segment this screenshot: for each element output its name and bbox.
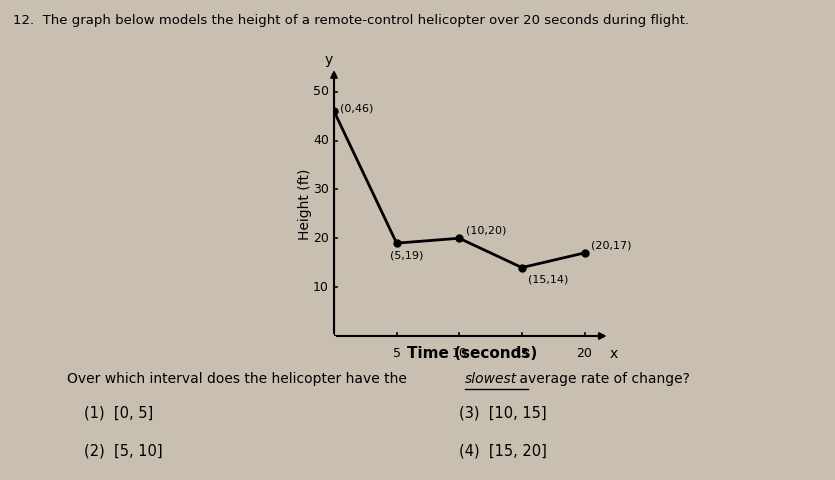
Text: y: y xyxy=(325,53,333,67)
Text: (5,19): (5,19) xyxy=(391,251,423,260)
Text: Over which interval does the helicopter have the: Over which interval does the helicopter … xyxy=(67,372,411,386)
Text: Height (ft): Height (ft) xyxy=(298,168,311,240)
Text: average rate of change?: average rate of change? xyxy=(515,372,690,386)
Text: (1)  [0, 5]: (1) [0, 5] xyxy=(84,406,153,420)
Text: 12.  The graph below models the height of a remote-control helicopter over 20 se: 12. The graph below models the height of… xyxy=(13,14,689,27)
Text: (4)  [15, 20]: (4) [15, 20] xyxy=(459,444,547,459)
Text: 50: 50 xyxy=(313,85,329,98)
Text: Time (seconds): Time (seconds) xyxy=(407,346,537,360)
Text: 20: 20 xyxy=(313,232,329,245)
Text: 10: 10 xyxy=(451,347,468,360)
Text: 5: 5 xyxy=(392,347,401,360)
Text: (10,20): (10,20) xyxy=(466,226,506,236)
Text: slowest: slowest xyxy=(465,372,518,386)
Text: 10: 10 xyxy=(313,281,329,294)
Text: (3)  [10, 15]: (3) [10, 15] xyxy=(459,406,547,420)
Text: (15,14): (15,14) xyxy=(529,275,569,285)
Text: 15: 15 xyxy=(514,347,530,360)
Text: (0,46): (0,46) xyxy=(341,104,373,114)
Text: (20,17): (20,17) xyxy=(591,240,631,251)
Text: x: x xyxy=(610,347,618,361)
Text: (2)  [5, 10]: (2) [5, 10] xyxy=(84,444,162,459)
Text: 30: 30 xyxy=(313,183,329,196)
Text: 20: 20 xyxy=(576,347,593,360)
Text: 40: 40 xyxy=(313,134,329,147)
